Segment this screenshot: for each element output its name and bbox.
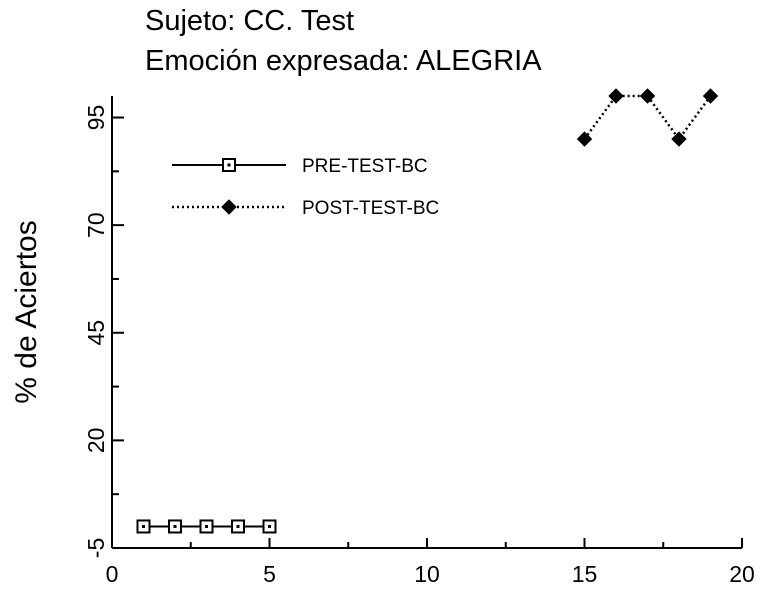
data-point-series-1 bbox=[136, 519, 151, 534]
axes: -5 20 45 70 95 0 5 10 15 20 % de Aciertos bbox=[10, 96, 755, 587]
legend-label-1: PRE-TEST-BC bbox=[302, 156, 428, 177]
y-tick-label: 95 bbox=[83, 105, 109, 131]
y-tick-label: 70 bbox=[83, 212, 109, 238]
legend-marker-1 bbox=[222, 158, 236, 172]
x-tick-label: 20 bbox=[729, 561, 755, 587]
y-tick-label: 20 bbox=[83, 428, 109, 454]
x-tick-label: 5 bbox=[263, 561, 276, 587]
data-point-series-2 bbox=[608, 88, 624, 104]
chart-title-line: Sujeto: CC. Test bbox=[145, 5, 354, 37]
data-point-series-2 bbox=[639, 88, 656, 104]
y-tick-label: -5 bbox=[83, 538, 109, 558]
y-tick-label: 45 bbox=[83, 320, 109, 346]
data-point-series-1 bbox=[168, 519, 182, 534]
data-point-series-1 bbox=[199, 519, 214, 534]
data-point-series-2 bbox=[702, 88, 719, 104]
series-layer bbox=[136, 88, 719, 534]
data-point-series-2 bbox=[671, 131, 687, 147]
data-point-series-2 bbox=[576, 131, 593, 147]
x-tick-label: 10 bbox=[414, 561, 440, 587]
x-tick-label: 0 bbox=[106, 561, 119, 587]
data-point-series-1 bbox=[231, 519, 245, 534]
chart-title-line: Emoción expresada: ALEGRIA bbox=[145, 45, 542, 77]
legend-label-2: POST-TEST-BC bbox=[302, 198, 439, 219]
legend-marker-2 bbox=[221, 199, 237, 215]
series-line-2 bbox=[583, 94, 712, 142]
y-axis-label: % de Aciertos bbox=[10, 220, 43, 403]
data-point-series-1 bbox=[262, 519, 277, 534]
x-tick-label: 15 bbox=[572, 561, 598, 587]
chart-title: Sujeto: CC. Test Emoción expresada: ALEGR… bbox=[145, 5, 542, 77]
legend: PRE-TEST-BC POST-TEST-BC bbox=[172, 156, 439, 219]
